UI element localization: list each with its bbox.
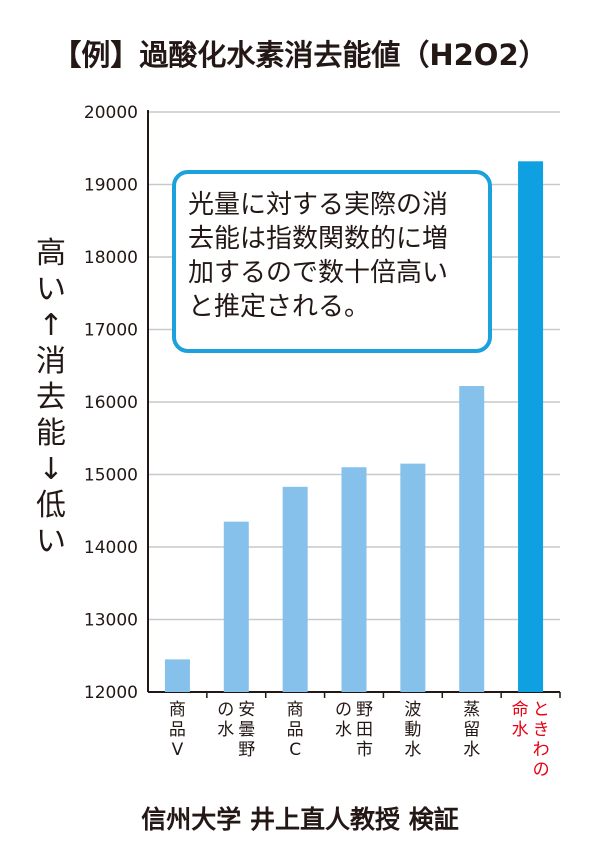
x-category-label-glyph: の [217, 700, 235, 720]
x-category-label-glyph: 品 [168, 720, 186, 740]
y-tick-label: 19000 [84, 176, 138, 196]
callout-line: 去能は指数関数的に増 [188, 224, 449, 254]
x-category-label-glyph: 商 [168, 700, 186, 720]
x-category-label-glyph: 水 [463, 740, 481, 760]
x-category-label: 蒸留水 [463, 700, 481, 760]
bar [282, 486, 308, 692]
y-axis-label-line: 高い [36, 236, 66, 307]
x-category-label-glyph: の [335, 700, 352, 720]
x-category-label-column: 命水 [511, 700, 529, 780]
x-category-label-column: 安曇野 [238, 700, 256, 760]
x-category-label-glyph: 留 [463, 720, 481, 740]
y-tick-label: 18000 [84, 248, 138, 268]
x-category-label-glyph: V [171, 740, 184, 760]
callout-line: 加するので数十倍高い [188, 258, 449, 288]
bar [400, 463, 426, 692]
y-tick-label: 13000 [84, 611, 138, 631]
x-category-label-column: 野田市 [356, 700, 374, 760]
x-category-label-glyph: 曇 [238, 720, 256, 740]
bar [341, 467, 367, 692]
y-tick-label: 15000 [84, 466, 138, 486]
x-category-label-column: の水 [335, 700, 353, 760]
x-category-label: ときわの命水 [511, 700, 550, 780]
x-category-label-glyph: 命 [511, 700, 529, 720]
x-category-label-column: 蒸留水 [463, 700, 481, 760]
x-category-label-glyph: 水 [404, 740, 422, 760]
y-axis-label-line: ↓ [38, 452, 64, 487]
x-category-label: 野田市の水 [335, 700, 374, 760]
y-axis-label-line: 消去能 [36, 344, 66, 451]
x-category-label-glyph: 品 [286, 720, 304, 740]
y-tick-label: 14000 [84, 538, 138, 558]
y-axis-label-line: 低い [36, 488, 66, 559]
x-category-label-glyph: 商 [286, 700, 304, 720]
x-category-label-glyph: 波 [404, 700, 422, 720]
x-category-label-column: の水 [217, 700, 235, 760]
x-category-label-glyph: 水 [217, 720, 235, 740]
x-category-label-glyph: 田 [356, 720, 373, 740]
x-category-label-glyph: 安 [238, 700, 256, 720]
y-axis-label: 高い ↑ 消去能 ↓ 低い [26, 236, 76, 560]
callout-line: 光量に対する実際の消 [188, 190, 449, 220]
y-tick-label: 17000 [84, 321, 138, 341]
x-category-label-glyph: と [532, 700, 550, 720]
x-category-label-glyph: の [532, 760, 550, 780]
x-category-label-glyph: 野 [356, 700, 373, 720]
x-category-label-glyph: 水 [511, 720, 529, 740]
y-tick-label: 20000 [84, 103, 138, 123]
y-tick-label: 16000 [84, 393, 138, 413]
bar [459, 386, 485, 692]
x-category-label-glyph: C [289, 740, 302, 760]
y-tick-label: 12000 [84, 683, 138, 703]
x-category-label: 波動水 [404, 700, 422, 760]
x-category-label-glyph: 野 [238, 740, 256, 760]
x-category-label-glyph: 蒸 [463, 700, 481, 720]
chart-title: 【例】過酸化水素消去能値（H2O2） [52, 38, 548, 72]
callout-line: と推定される。 [188, 292, 371, 322]
x-category-label-glyph: 市 [356, 740, 373, 760]
x-category-label-glyph: 動 [404, 720, 422, 740]
y-axis-label-line: ↑ [38, 308, 64, 343]
x-category-label: 安曇野の水 [217, 700, 256, 760]
x-category-label-column: 波動水 [404, 700, 422, 760]
bar [164, 659, 190, 692]
footer-credit: 信州大学 井上直人教授 検証 [141, 805, 459, 834]
bar [518, 161, 544, 693]
x-category-label-glyph: 水 [335, 720, 352, 740]
bar [223, 521, 249, 692]
x-category-label-glyph: き [532, 720, 550, 740]
annotation-callout: 光量に対する実際の消 去能は指数関数的に増 加するので数十倍高い と推定される。 [172, 170, 492, 353]
x-category-label-glyph: わ [532, 740, 550, 760]
x-category-label-column: ときわの [532, 700, 550, 780]
